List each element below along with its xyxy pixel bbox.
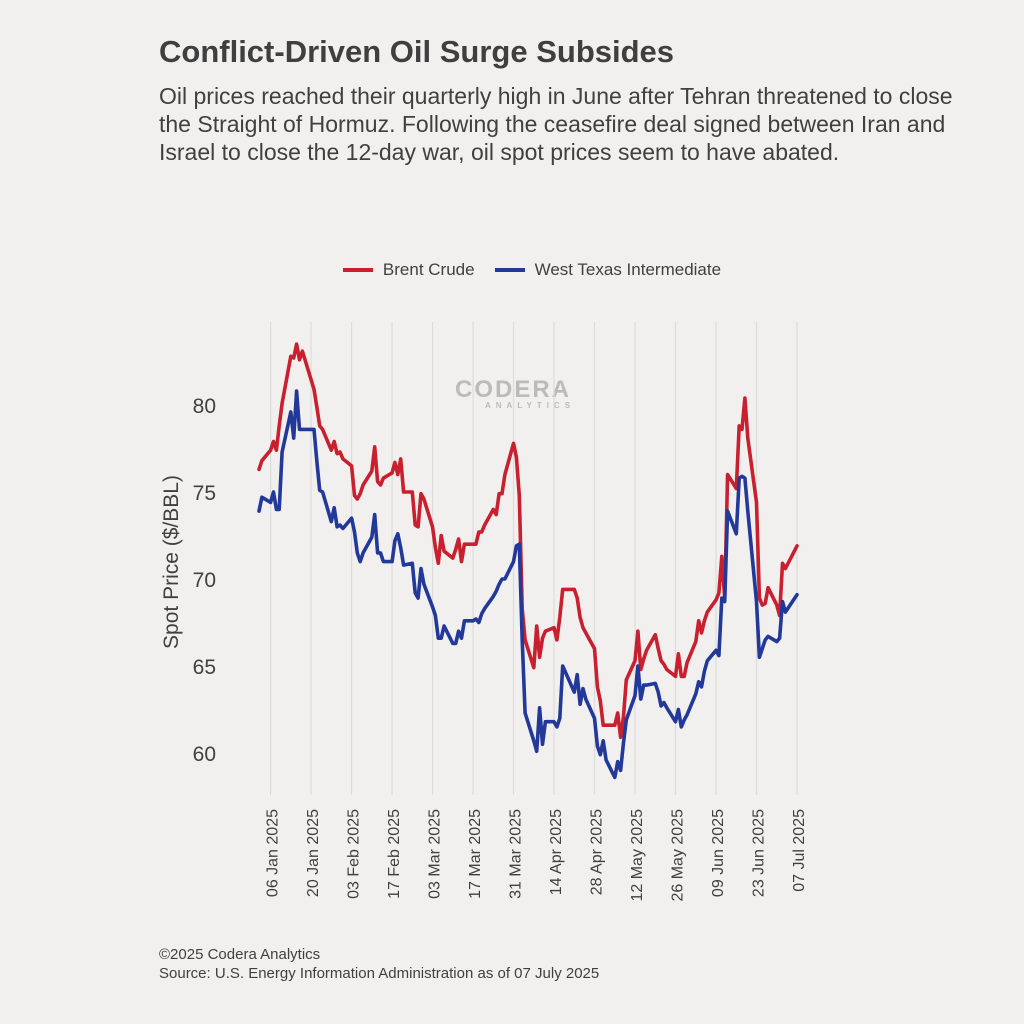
x-tick-label: 28 Apr 2025 — [589, 809, 606, 895]
x-tick-label: 03 Feb 2025 — [346, 809, 363, 899]
grid-lines — [269, 322, 798, 795]
chart-title: Conflict-Driven Oil Surge Subsides — [159, 34, 675, 69]
watermark-main-text: CODERA — [455, 376, 572, 403]
x-tick-label: 14 Apr 2025 — [548, 809, 565, 895]
legend-swatch-brent — [342, 268, 373, 272]
legend-item-wti: West Texas Intermediate — [494, 260, 722, 280]
y-tick-label: 80 — [193, 395, 216, 418]
x-axis-tick-labels: 06 Jan 2025 20 Jan 2025 03 Feb 2025 17 Feb … — [265, 809, 808, 902]
series-line-wti — [257, 389, 799, 780]
legend-label-brent: Brent Crude — [382, 260, 475, 279]
y-tick-label: 75 — [193, 482, 216, 505]
chart-subtitle: Oil prices reached their quarterly high … — [159, 83, 953, 165]
footer-copyright: ©2025 Codera Analytics — [159, 946, 321, 963]
y-tick-label: 70 — [193, 569, 216, 592]
chart-footer: ©2025 Codera Analytics Source: U.S. Ener… — [159, 945, 599, 983]
codera-watermark-logo: CODERA ANALYTICS — [455, 376, 575, 410]
legend-swatch-wti — [494, 268, 525, 272]
y-tick-label: 65 — [193, 656, 216, 679]
legend-label-wti: West Texas Intermediate — [534, 260, 722, 279]
x-tick-label: 26 May 2025 — [670, 809, 687, 902]
x-tick-label: 31 Mar 2025 — [508, 809, 525, 899]
y-axis-label: Spot Price ($/BBL) — [160, 475, 183, 649]
series-line-brent-crude — [257, 342, 799, 740]
x-tick-label: 20 Jan 2025 — [305, 809, 322, 897]
chart-legend: Brent Crude West Texas Intermediate — [0, 260, 1024, 280]
x-tick-label: 06 Jan 2025 — [265, 809, 282, 897]
x-tick-label: 12 May 2025 — [629, 809, 646, 902]
x-tick-label: 17 Mar 2025 — [467, 809, 484, 899]
x-tick-label: 17 Feb 2025 — [386, 809, 403, 899]
x-tick-label: 07 Jul 2025 — [791, 809, 808, 892]
x-tick-label: 23 Jun 2025 — [751, 809, 768, 897]
x-tick-label: 03 Mar 2025 — [427, 809, 444, 899]
y-tick-label: 60 — [193, 743, 216, 766]
y-axis-tick-labels: 60 65 70 75 80 — [193, 395, 216, 766]
footer-source: Source: U.S. Energy Information Administ… — [159, 965, 600, 982]
legend-item-brent: Brent Crude — [342, 260, 475, 280]
series-lines — [257, 342, 799, 780]
watermark-sub-text: ANALYTICS — [485, 401, 576, 410]
x-tick-label: 09 Jun 2025 — [710, 809, 727, 897]
